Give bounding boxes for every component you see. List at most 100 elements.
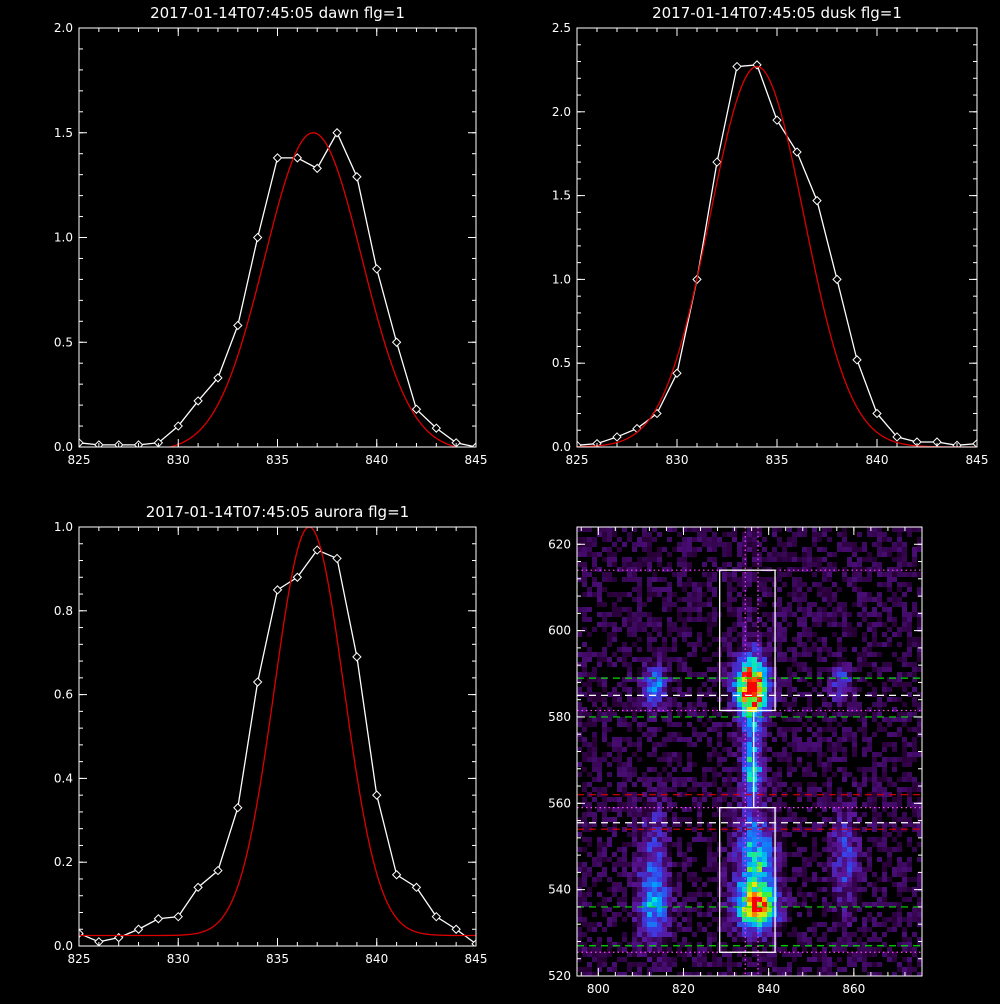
heatmap-cell bbox=[852, 932, 857, 937]
heatmap-cell bbox=[842, 902, 847, 907]
heatmap-cell bbox=[687, 582, 692, 587]
heatmap-cell bbox=[667, 942, 672, 947]
heatmap-cell bbox=[842, 777, 847, 782]
heatmap-cell bbox=[602, 857, 607, 862]
heatmap-cell bbox=[692, 527, 697, 532]
heatmap-cell bbox=[747, 962, 752, 967]
heatmap-cell bbox=[727, 772, 732, 777]
heatmap-cell bbox=[652, 687, 657, 692]
heatmap-cell bbox=[837, 642, 842, 647]
heatmap-cell bbox=[742, 852, 747, 857]
y-tick-label: 1.0 bbox=[54, 231, 73, 245]
heatmap-cell bbox=[902, 592, 907, 597]
heatmap-cell bbox=[702, 892, 707, 897]
heatmap-cell bbox=[582, 967, 587, 972]
heatmap-cell bbox=[722, 707, 727, 712]
heatmap-cell bbox=[642, 812, 647, 817]
heatmap-cell bbox=[617, 872, 622, 877]
heatmap-cell bbox=[807, 782, 812, 787]
heatmap-cell bbox=[687, 807, 692, 812]
heatmap-cell bbox=[912, 807, 917, 812]
heatmap-cell bbox=[687, 552, 692, 557]
heatmap-cell bbox=[857, 662, 862, 667]
heatmap-cell bbox=[747, 742, 752, 747]
heatmap-cell bbox=[617, 797, 622, 802]
heatmap-cell bbox=[777, 527, 782, 532]
heatmap-cell bbox=[607, 817, 612, 822]
heatmap-cell bbox=[637, 687, 642, 692]
heatmap-cell bbox=[582, 582, 587, 587]
heatmap-cell bbox=[737, 762, 742, 767]
heatmap-cell bbox=[782, 607, 787, 612]
heatmap-cell bbox=[712, 622, 717, 627]
heatmap-cell bbox=[867, 972, 872, 976]
heatmap-cell bbox=[627, 572, 632, 577]
heatmap-cell bbox=[737, 882, 742, 887]
heatmap-cell bbox=[817, 822, 822, 827]
heatmap-cell bbox=[697, 832, 702, 837]
heatmap-cell bbox=[787, 897, 792, 902]
heatmap-cell bbox=[687, 862, 692, 867]
heatmap-cell bbox=[782, 922, 787, 927]
heatmap-cell bbox=[652, 857, 657, 862]
heatmap-cell bbox=[642, 532, 647, 537]
heatmap-cell bbox=[802, 772, 807, 777]
heatmap-cell bbox=[662, 782, 667, 787]
heatmap-cell bbox=[822, 567, 827, 572]
heatmap-cell bbox=[832, 972, 837, 976]
heatmap-cell bbox=[837, 822, 842, 827]
heatmap-cell bbox=[762, 692, 767, 697]
heatmap-cell bbox=[672, 547, 677, 552]
heatmap-cell bbox=[752, 927, 757, 932]
heatmap-cell bbox=[772, 547, 777, 552]
heatmap-cell bbox=[602, 602, 607, 607]
heatmap-cell bbox=[687, 617, 692, 622]
heatmap-cell bbox=[632, 837, 637, 842]
heatmap-cell bbox=[777, 857, 782, 862]
heatmap-cell bbox=[627, 842, 632, 847]
heatmap-cell bbox=[832, 882, 837, 887]
heatmap-cell bbox=[722, 632, 727, 637]
heatmap-cell bbox=[687, 777, 692, 782]
heatmap-cell bbox=[677, 657, 682, 662]
heatmap-cell bbox=[832, 692, 837, 697]
heatmap-cell bbox=[637, 617, 642, 622]
heatmap-cell bbox=[657, 672, 662, 677]
heatmap-cell bbox=[842, 807, 847, 812]
heatmap-cell bbox=[622, 767, 627, 772]
heatmap-cell bbox=[772, 967, 777, 972]
heatmap-cell bbox=[667, 597, 672, 602]
heatmap-cell bbox=[642, 622, 647, 627]
heatmap-cell bbox=[882, 717, 887, 722]
heatmap-cell bbox=[737, 812, 742, 817]
heatmap-cell bbox=[737, 907, 742, 912]
heatmap-cell bbox=[652, 662, 657, 667]
heatmap-cell bbox=[912, 892, 917, 897]
heatmap-cell bbox=[662, 742, 667, 747]
heatmap-cell bbox=[867, 867, 872, 872]
heatmap-cell bbox=[662, 787, 667, 792]
heatmap-cell bbox=[617, 752, 622, 757]
heatmap-cell bbox=[722, 542, 727, 547]
heatmap-cell bbox=[652, 717, 657, 722]
data-point bbox=[852, 355, 862, 365]
heatmap-cell bbox=[842, 862, 847, 867]
heatmap-cell bbox=[807, 717, 812, 722]
heatmap-cell bbox=[812, 732, 817, 737]
heatmap-cell bbox=[882, 702, 887, 707]
heatmap-cell bbox=[707, 767, 712, 772]
heatmap-cell bbox=[747, 727, 752, 732]
heatmap-cell bbox=[692, 802, 697, 807]
heatmap-cell bbox=[867, 917, 872, 922]
heatmap-cell bbox=[652, 797, 657, 802]
heatmap-cell bbox=[777, 767, 782, 772]
data-point bbox=[972, 438, 977, 447]
heatmap-cell bbox=[667, 802, 672, 807]
heatmap-cell bbox=[887, 757, 892, 762]
heatmap-cell bbox=[607, 907, 612, 912]
heatmap-cell bbox=[822, 587, 827, 592]
heatmap-cell bbox=[767, 877, 772, 882]
heatmap-cell bbox=[767, 707, 772, 712]
heatmap-cell bbox=[757, 797, 762, 802]
heatmap-cell bbox=[847, 932, 852, 937]
